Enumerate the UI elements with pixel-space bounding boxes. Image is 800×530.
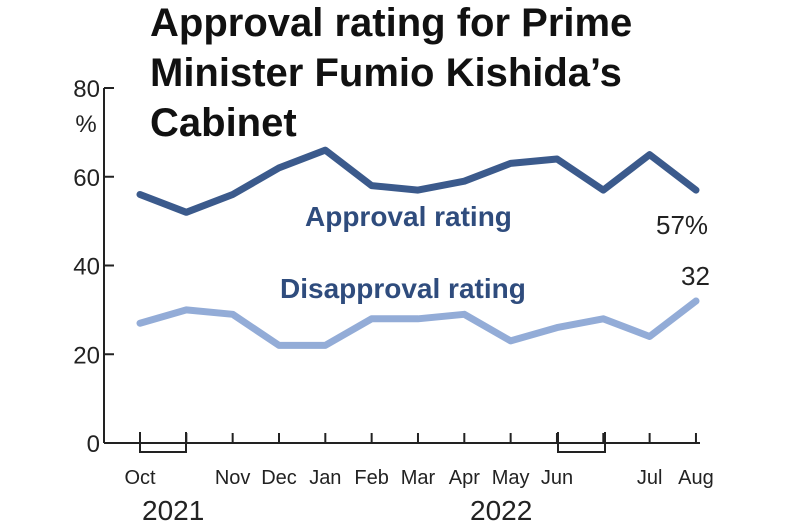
chart-title-line-1: Approval rating for Prime xyxy=(150,1,632,45)
year-label-2021: 2021 xyxy=(142,495,204,526)
x-tick-label: Aug xyxy=(678,467,714,489)
y-tick-label: 40 xyxy=(73,254,100,281)
lines-layer xyxy=(136,146,700,349)
chart-title-line-3: Cabinet xyxy=(150,101,297,145)
y-unit-label: % xyxy=(75,111,96,138)
end-label-disapproval: 32 xyxy=(681,261,710,291)
end-label-approval: 57% xyxy=(656,210,708,240)
x-tick-label: Apr xyxy=(449,467,480,489)
y-tick-label: 80 xyxy=(73,76,100,103)
approval-series-line xyxy=(136,146,700,216)
series-label-disapproval: Disapproval rating xyxy=(280,273,526,304)
y-tick-label: 0 xyxy=(87,431,100,458)
x-tick-label: May xyxy=(492,467,530,489)
bracket-jun xyxy=(557,432,606,453)
y-tick-label: 60 xyxy=(73,165,100,192)
series-label-approval: Approval rating xyxy=(305,201,512,232)
x-tick-label: Jan xyxy=(309,467,341,489)
x-tick-label: Dec xyxy=(261,467,297,489)
chart-title-line-2: Minister Fumio Kishida’s xyxy=(150,51,622,95)
x-tick-label: Jun xyxy=(541,467,573,489)
y-tick-label: 20 xyxy=(73,342,100,369)
disapproval-series-line xyxy=(136,297,700,349)
x-tick-label: Nov xyxy=(215,467,251,489)
x-tick-label: Feb xyxy=(354,467,388,489)
year-label-2022: 2022 xyxy=(470,495,532,526)
x-tick-label: Mar xyxy=(401,467,436,489)
x-tick-label: Oct xyxy=(124,467,156,489)
x-tick-label: Jul xyxy=(637,467,663,489)
ticks-layer: 0 20 40 60 80 Oct Nov Dec Jan Feb Mar Apr May Jun Jul A… xyxy=(73,76,713,489)
